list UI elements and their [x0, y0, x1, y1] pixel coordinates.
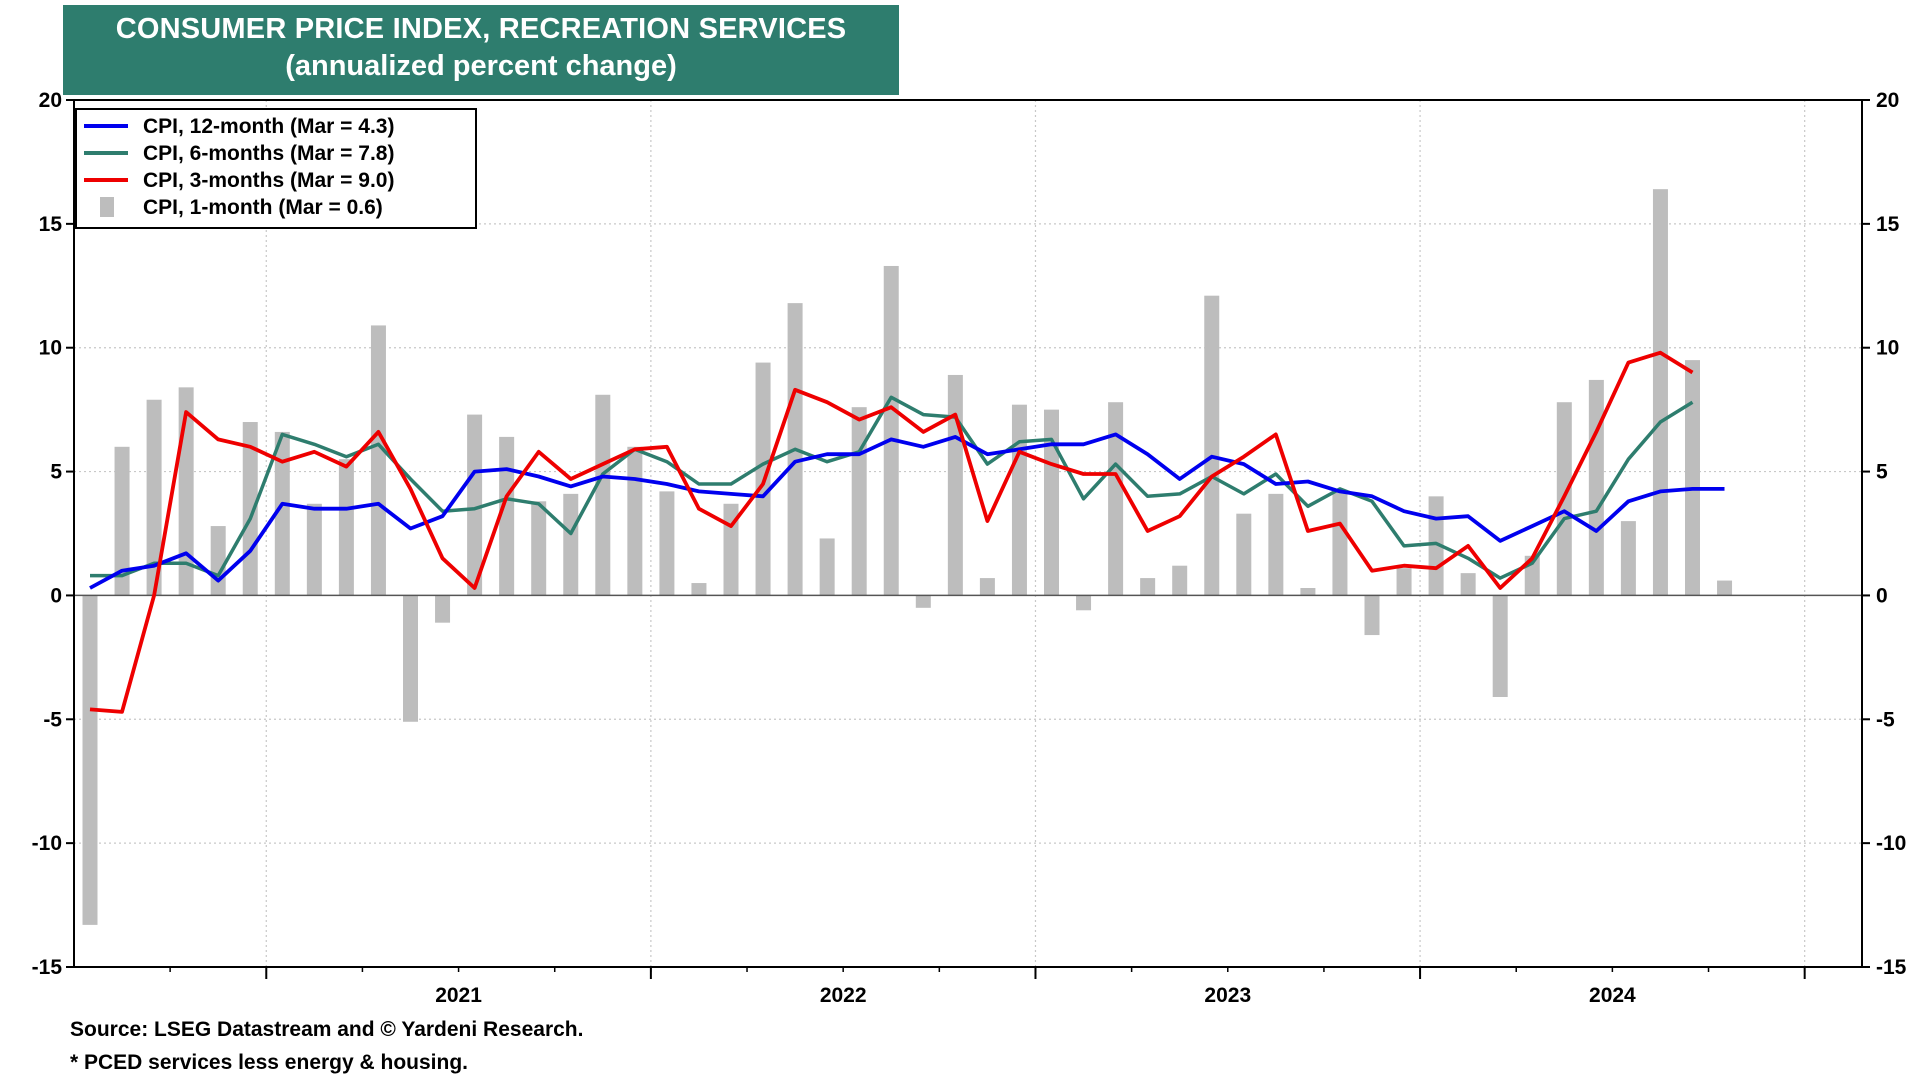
- bar-1month: [467, 414, 483, 596]
- bar-1month: [435, 595, 451, 623]
- bar-1month: [210, 526, 226, 596]
- legend-swatch-1m: [100, 197, 114, 217]
- bar-1month: [1172, 565, 1188, 596]
- bar-1month: [947, 374, 963, 596]
- note-footnote: * PCED services less energy & housing.: [70, 1051, 468, 1074]
- y-tick-label-right: 10: [1876, 337, 1899, 360]
- bar-1month: [1268, 493, 1284, 596]
- bar-1month: [1364, 595, 1380, 636]
- y-tick-label-left: 20: [39, 89, 62, 112]
- bar-1month: [819, 538, 835, 596]
- source-footnote: Source: LSEG Datastream and © Yardeni Re…: [70, 1018, 584, 1041]
- axis-layer: 20 20 15 15 10 10 5 5 0 0 -5 -5 -10 -10 -15 -15 2021 2022…: [32, 89, 1907, 1007]
- legend-label-6m: CPI, 6-months (Mar = 7.8): [143, 142, 394, 165]
- chart-title-box: CONSUMER PRICE INDEX, RECREATION SERVICE…: [63, 5, 899, 95]
- x-year-label: 2022: [820, 984, 867, 1007]
- bar-1month: [370, 325, 386, 596]
- legend: CPI, 12-month (Mar = 4.3) CPI, 6-months (…: [75, 108, 477, 229]
- bar-1month: [306, 503, 322, 596]
- x-year-label: 2024: [1589, 984, 1636, 1007]
- bar-1month: [1685, 360, 1700, 596]
- bar-1month: [338, 459, 354, 596]
- bar-1month: [1717, 580, 1733, 596]
- legend-label-1m: CPI, 1-month (Mar = 0.6): [143, 196, 383, 219]
- y-tick-label-left: -15: [32, 956, 63, 979]
- bar-1month: [883, 265, 899, 596]
- bar-1month: [1428, 496, 1444, 596]
- bar-1month: [915, 595, 931, 608]
- bar-1month: [82, 595, 98, 925]
- bar-1month: [1460, 573, 1476, 596]
- y-tick-label-right: 20: [1876, 89, 1899, 112]
- bar-1month: [1652, 189, 1668, 596]
- y-tick-label-right: 0: [1876, 584, 1888, 607]
- bar-1month: [627, 446, 643, 596]
- legend-label-3m: CPI, 3-months (Mar = 9.0): [143, 169, 394, 192]
- line-3m: [89, 350, 1694, 714]
- bar-1month: [659, 491, 675, 596]
- line-12m: [89, 432, 1725, 590]
- bar-1month: [531, 501, 547, 596]
- bar-1month: [1236, 513, 1252, 596]
- bar-1month: [146, 399, 162, 596]
- bar-1month: [403, 595, 418, 722]
- legend-label-12m: CPI, 12-month (Mar = 4.3): [143, 115, 394, 138]
- line-layer: [89, 350, 1725, 714]
- chart-title: CONSUMER PRICE INDEX, RECREATION SERVICE…: [115, 13, 847, 45]
- bar-layer: [82, 189, 1733, 925]
- bar-1month: [563, 493, 579, 596]
- y-tick-label-left: 10: [39, 337, 62, 360]
- y-tick-label-left: 5: [50, 461, 62, 484]
- bar-1month: [1332, 491, 1348, 596]
- y-tick-label-right: -15: [1876, 956, 1907, 979]
- bar-1month: [691, 583, 707, 596]
- bar-1month: [595, 394, 611, 596]
- bar-1month: [1588, 379, 1604, 596]
- bar-1month: [274, 431, 290, 596]
- y-tick-label-right: -5: [1876, 708, 1895, 731]
- y-tick-label-left: 0: [50, 584, 62, 607]
- x-year-label: 2021: [435, 984, 482, 1007]
- bar-1month: [1396, 568, 1412, 596]
- y-tick-label-left: -10: [32, 832, 62, 855]
- bar-1month: [1076, 595, 1092, 611]
- x-year-label: 2023: [1204, 984, 1251, 1007]
- bar-1month: [1204, 295, 1220, 596]
- y-tick-label-right: 5: [1876, 461, 1888, 484]
- y-tick-label-right: -10: [1876, 832, 1906, 855]
- chart-subtitle: (annualized percent change): [285, 50, 677, 82]
- bar-1month: [1011, 404, 1027, 596]
- plot-frame: [73, 99, 1863, 968]
- legend-box: [75, 108, 477, 229]
- bar-1month: [723, 503, 739, 596]
- bar-1month: [979, 578, 995, 596]
- bar-1month: [1492, 595, 1508, 697]
- bar-1month: [1108, 402, 1124, 596]
- bar-1month: [1044, 409, 1059, 596]
- y-tick-label-left: -5: [43, 708, 62, 731]
- bar-1month: [1620, 521, 1636, 596]
- bar-1month: [1300, 587, 1316, 596]
- bar-1month: [499, 436, 515, 596]
- y-tick-label-right: 15: [1876, 213, 1900, 236]
- bar-1month: [114, 446, 130, 596]
- bar-1month: [851, 407, 867, 596]
- bar-1month: [1140, 578, 1156, 596]
- y-tick-label-left: 15: [39, 213, 63, 236]
